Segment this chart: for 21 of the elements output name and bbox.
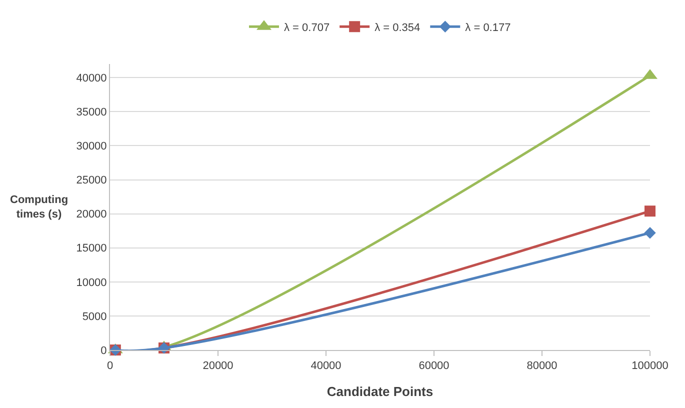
x-axis-title: Candidate Points [326, 384, 434, 399]
x-tick-label: 100000 [632, 360, 668, 372]
y-tick-label: 5000 [82, 310, 107, 323]
y-tick-label: 20000 [76, 208, 107, 221]
y-tick-label: 0 [100, 344, 107, 357]
y-tick-label: 40000 [76, 72, 107, 84]
y-tick-label: 25000 [76, 174, 107, 187]
y-tick-label: 35000 [76, 106, 107, 119]
point [644, 206, 656, 217]
x-tick-label: 40000 [310, 360, 342, 372]
x-tick-label: 60000 [418, 360, 450, 372]
y-tick-label: 30000 [76, 140, 107, 153]
x-tick-label: 80000 [526, 360, 558, 372]
y-tick-label: 10000 [76, 276, 107, 289]
point [644, 227, 656, 239]
legend-label: λ = 0.707 [284, 22, 330, 34]
legend-label: λ = 0.177 [465, 22, 511, 34]
y-axis-title: Computing times (s) [10, 194, 68, 220]
x-tick-label: 20000 [202, 360, 234, 372]
y-tick-label: 15000 [76, 242, 107, 255]
legend-label: λ = 0.354 [374, 22, 420, 34]
